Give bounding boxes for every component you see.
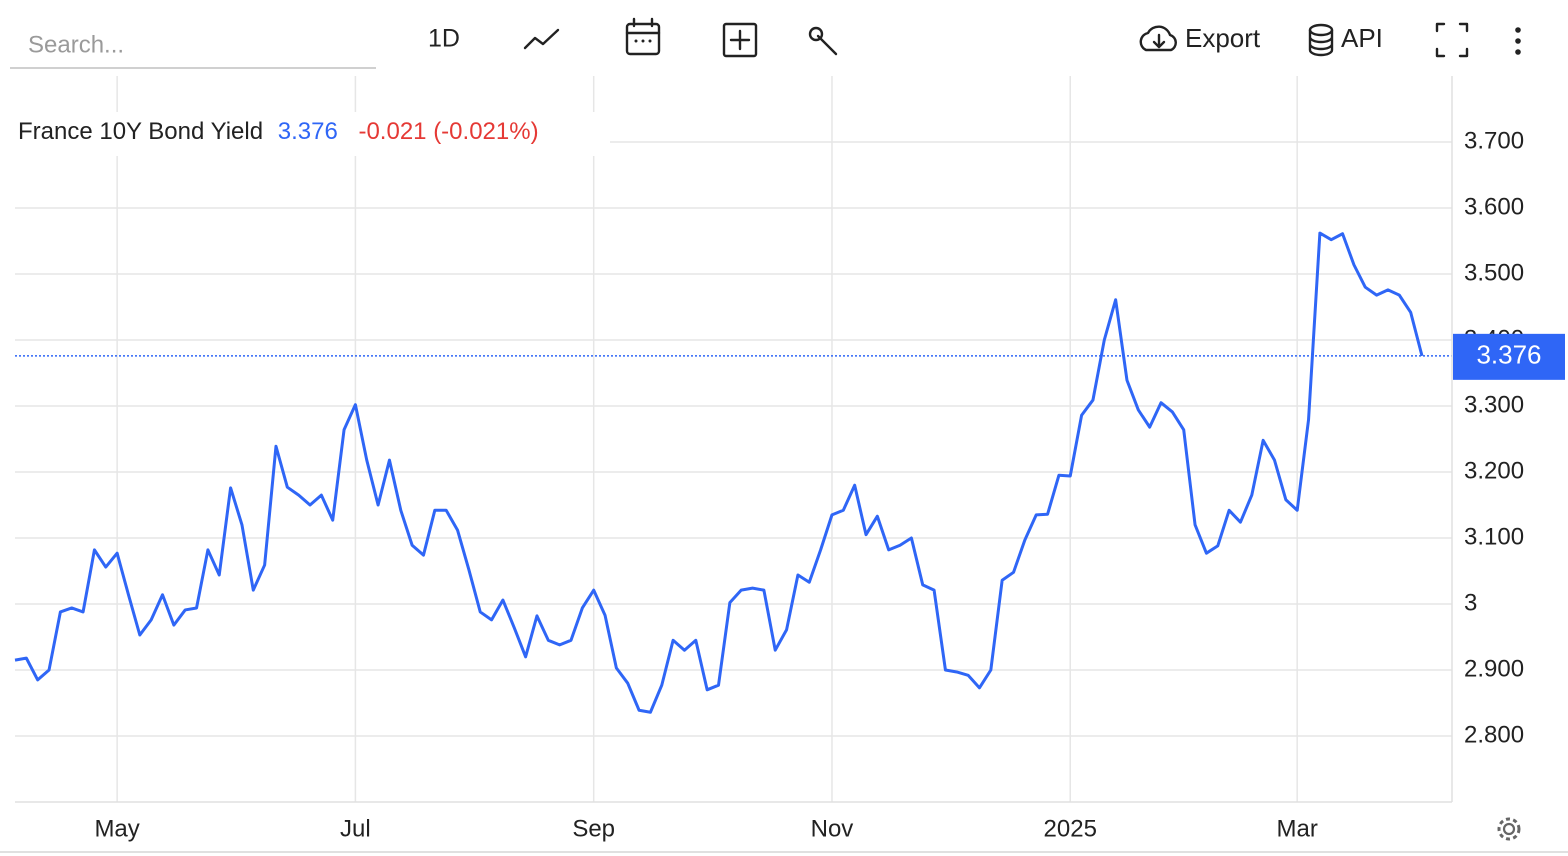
- price-change: -0.021 (-0.021%): [358, 118, 538, 145]
- chart-type-button[interactable]: [523, 28, 560, 50]
- last-price-box: [1453, 333, 1565, 380]
- x-tick-label: Jul: [340, 815, 371, 842]
- last-price: 3.376: [278, 118, 338, 145]
- grid: [15, 76, 1452, 802]
- legend-background: [10, 112, 610, 156]
- y-tick-label: 2.900: [1464, 655, 1524, 682]
- y-tick-label: 3.200: [1464, 457, 1524, 484]
- x-tick-label: Nov: [811, 815, 854, 842]
- y-tick-label: 3.600: [1464, 193, 1524, 220]
- api-label[interactable]: API: [1341, 23, 1383, 53]
- y-tick-label: 3: [1464, 589, 1477, 616]
- y-tick-label: 3.500: [1464, 259, 1524, 286]
- export-label[interactable]: Export: [1185, 23, 1261, 53]
- series-line: [14, 231, 1424, 714]
- y-tick-label: 3.100: [1464, 523, 1524, 550]
- interval-button[interactable]: 1D: [428, 25, 460, 53]
- fullscreen-button[interactable]: [1435, 22, 1469, 58]
- add-indicator-button[interactable]: [722, 22, 758, 58]
- settings-tool-button[interactable]: [808, 26, 838, 56]
- toolbar: Search... 1D Export API: [10, 17, 1521, 69]
- export-button[interactable]: Export: [1139, 23, 1261, 53]
- search-input[interactable]: Search...: [28, 31, 124, 58]
- last-price-label: 3.376: [1476, 340, 1541, 370]
- y-tick-label: 3.700: [1464, 127, 1524, 154]
- series-name: France 10Y Bond Yield: [18, 118, 263, 145]
- legend: France 10Y Bond Yield 3.376 -0.021 (-0.0…: [18, 118, 539, 145]
- x-tick-label: Sep: [572, 815, 615, 842]
- x-tick-label: May: [94, 815, 139, 842]
- y-tick-label: 2.800: [1464, 721, 1524, 748]
- plot: 2.8002.90033.1003.2003.3003.4003.5003.60…: [14, 127, 1565, 842]
- chart-settings-button[interactable]: [1497, 817, 1521, 841]
- y-tick-label: 3.300: [1464, 391, 1524, 418]
- x-tick-label: Mar: [1277, 815, 1318, 842]
- x-tick-label: 2025: [1044, 815, 1097, 842]
- more-menu-button[interactable]: [1515, 27, 1521, 55]
- api-button[interactable]: API: [1308, 23, 1383, 57]
- calendar-button[interactable]: [625, 17, 661, 56]
